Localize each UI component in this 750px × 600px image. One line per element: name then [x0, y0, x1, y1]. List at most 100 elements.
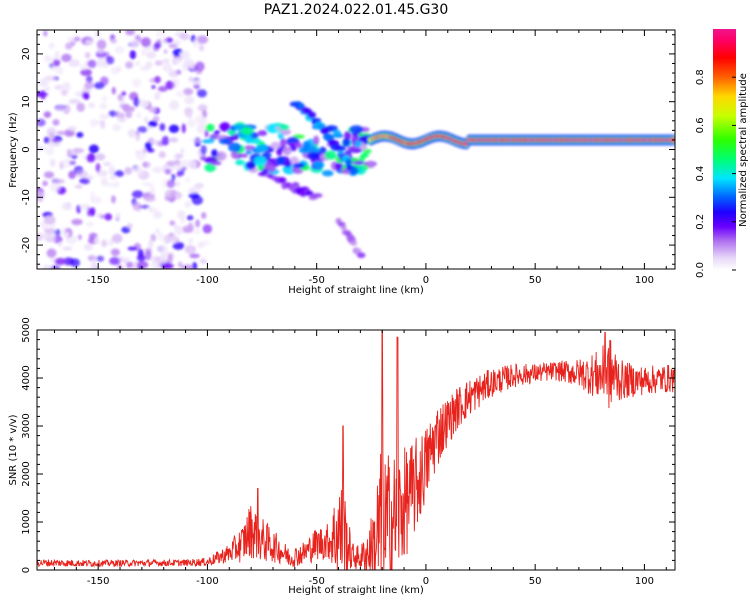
y-tick-label: -10 [21, 189, 32, 205]
spectrogram-cell [139, 204, 150, 209]
spectrogram-cell [144, 141, 152, 151]
spectrogram-cell [162, 63, 173, 72]
spectrogram-cell [196, 35, 209, 44]
x-tick-label: 100 [635, 576, 654, 587]
spectrogram-cell [48, 42, 55, 50]
spectrogram-cell [54, 257, 67, 266]
spectrogram-cell [45, 237, 56, 243]
spectrogram-cell [147, 120, 158, 127]
spectrogram-cell [164, 80, 176, 90]
snr-y-axis-label: SNR (10 * v/v) [8, 414, 19, 485]
spectrogram-cell [132, 201, 140, 211]
y-tick-label: 10 [21, 95, 32, 108]
spectrogram-cell [159, 123, 166, 131]
spectrogram-cell [175, 90, 186, 98]
spectrogram-cell [201, 212, 207, 219]
spectrogram-cell [356, 252, 366, 259]
spectrogram-cell [169, 220, 176, 226]
spectrogram-cell [168, 124, 180, 134]
x-tick-label: 0 [423, 275, 429, 286]
spectrogram-cell [106, 56, 115, 65]
spectrogram-cell [85, 221, 94, 227]
spectrogram-cell [176, 210, 186, 220]
spectrogram-cell [101, 239, 108, 248]
spectrogram-cell [173, 57, 182, 65]
spectrogram-cell [148, 207, 154, 213]
spectrogram-cell [68, 170, 77, 180]
spectrogram-cell [354, 140, 362, 148]
spectrogram-cell [156, 244, 168, 252]
spectrogram-cell [112, 124, 121, 132]
spectrogram-cell [76, 102, 85, 112]
spectrogram-cell [210, 161, 222, 166]
spectrogram-x-axis-label: Height of straight line (km) [288, 285, 424, 296]
spectrogram-cell [292, 162, 306, 169]
spectrogram-cell [91, 257, 97, 267]
spectrogram-cell [54, 84, 63, 90]
spectrogram-cell [155, 228, 160, 234]
spectrogram-cell [340, 224, 347, 231]
spectrogram-cell [126, 261, 134, 269]
spectrogram-cell [131, 190, 144, 199]
spectrogram-cell [193, 228, 201, 235]
spectrogram-cell [195, 219, 200, 228]
spectrogram-cell [88, 102, 96, 109]
spectrogram-cell [94, 30, 101, 38]
spectrogram-cell [349, 125, 364, 134]
spectrogram-cell [68, 59, 80, 68]
spectrogram-cell [62, 81, 71, 92]
spectrogram-cell [321, 170, 334, 177]
spectrogram-cell [302, 140, 310, 151]
spectrogram-cell [109, 175, 117, 180]
spectrogram-cell [306, 152, 319, 160]
spectrogram-cell [142, 161, 151, 169]
spectrogram-cell [174, 159, 181, 165]
colorbar-label: Normalized spectral amplitude [738, 73, 749, 227]
spectrogram-cell [197, 104, 208, 112]
spectrogram-cell [43, 215, 56, 225]
spectrogram-cell [127, 106, 135, 112]
spectrogram-cell [192, 38, 199, 48]
x-tick-label: 50 [529, 576, 542, 587]
spectrogram-cell [199, 258, 207, 264]
spectrogram-cell [108, 165, 115, 176]
spectrogram-cell [111, 86, 116, 95]
spectrogram-cell [144, 61, 153, 69]
spectrogram-cell [108, 110, 117, 117]
spectrogram-cell [183, 107, 194, 115]
spectrogram-cell [145, 51, 157, 59]
spectrogram-cell [61, 202, 71, 211]
y-tick-label: 2000 [21, 461, 32, 486]
spectrogram-cell [313, 135, 320, 146]
spectrogram-cell [261, 152, 272, 159]
spectrogram-cell [312, 161, 325, 169]
spectrogram-cell [37, 262, 41, 268]
spectrogram-cell [267, 164, 277, 173]
spectrogram-cell [161, 262, 174, 269]
spectrogram-cell [161, 135, 170, 146]
spectrogram-cell [279, 138, 287, 148]
snr-plot-area [37, 330, 675, 570]
spectrogram-cell [195, 61, 205, 72]
spectrogram-cell [43, 171, 55, 179]
spectrogram-cell [52, 235, 63, 244]
spectrogram-cell [42, 264, 52, 269]
spectrogram-cell [349, 166, 359, 175]
spectrogram-cell [235, 159, 245, 166]
spectrogram-cell [90, 207, 96, 217]
spectrogram-cell [152, 115, 160, 123]
spectrogram-cell [240, 126, 254, 136]
spectrogram-cell [183, 88, 194, 96]
spectrogram-cell [60, 89, 68, 96]
spectrogram-cell [56, 130, 67, 136]
spectrogram-cell [140, 37, 151, 48]
spectrogram-cell [37, 146, 46, 151]
spectrogram-cell [180, 217, 186, 224]
spectrogram-cell [90, 191, 96, 199]
spectrogram-cell [218, 137, 231, 145]
spectrogram-cell [307, 111, 317, 119]
spectrogram-cell [76, 132, 84, 138]
spectrogram-cell [168, 100, 180, 111]
spectrogram-cell [113, 181, 120, 188]
spectrogram-cell [129, 38, 140, 49]
